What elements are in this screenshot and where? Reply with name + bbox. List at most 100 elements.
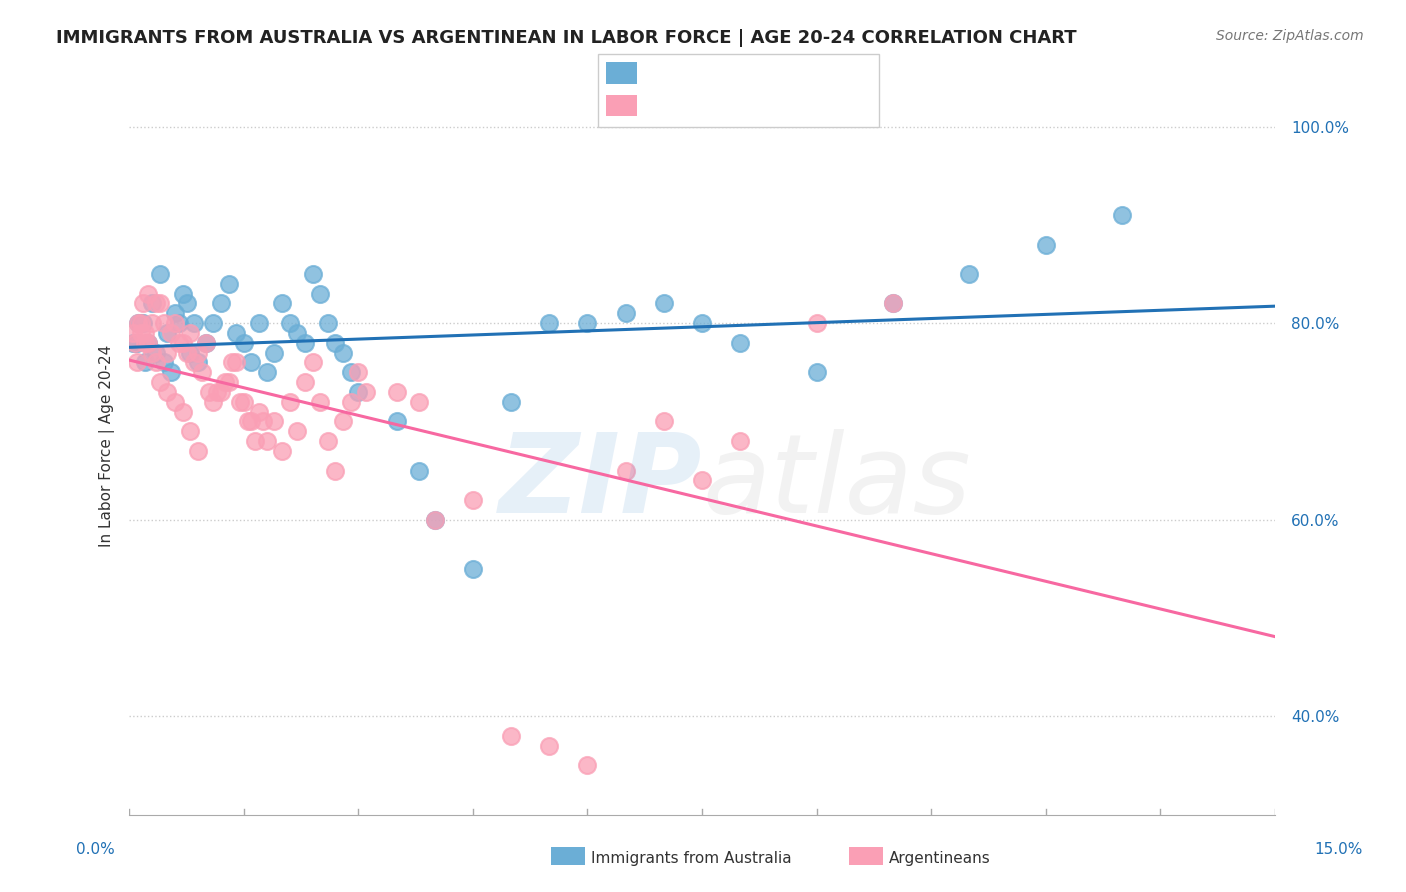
Point bbox=[806, 365, 828, 379]
Point bbox=[256, 365, 278, 379]
Point bbox=[325, 464, 347, 478]
Point bbox=[145, 296, 167, 310]
Point bbox=[271, 296, 294, 310]
Point bbox=[125, 335, 148, 350]
Point bbox=[194, 335, 217, 350]
Point bbox=[127, 316, 149, 330]
Point bbox=[240, 355, 263, 369]
Text: N =: N = bbox=[747, 96, 783, 114]
Point bbox=[354, 384, 377, 399]
Point bbox=[309, 394, 332, 409]
Point bbox=[183, 355, 205, 369]
Point bbox=[165, 306, 187, 320]
Point bbox=[187, 345, 209, 359]
Point bbox=[202, 316, 225, 330]
Point bbox=[122, 326, 145, 340]
Text: Argentineans: Argentineans bbox=[889, 851, 990, 865]
Point bbox=[160, 365, 183, 379]
Point bbox=[423, 513, 446, 527]
Point bbox=[129, 316, 152, 330]
Point bbox=[129, 316, 152, 330]
Point bbox=[172, 335, 194, 350]
Point bbox=[278, 316, 301, 330]
Point bbox=[728, 335, 751, 350]
Point bbox=[614, 306, 637, 320]
Point bbox=[232, 335, 254, 350]
Point bbox=[125, 355, 148, 369]
Point bbox=[176, 345, 198, 359]
Point bbox=[339, 365, 361, 379]
Point bbox=[221, 355, 243, 369]
Point bbox=[156, 384, 179, 399]
Point bbox=[156, 326, 179, 340]
Point bbox=[132, 296, 155, 310]
Point bbox=[167, 316, 190, 330]
Point bbox=[294, 375, 316, 389]
Point bbox=[263, 345, 285, 359]
Point bbox=[179, 326, 201, 340]
Point bbox=[385, 414, 408, 428]
Point bbox=[194, 335, 217, 350]
Point bbox=[652, 414, 675, 428]
Text: Source: ZipAtlas.com: Source: ZipAtlas.com bbox=[1216, 29, 1364, 43]
Point bbox=[179, 424, 201, 438]
Point bbox=[145, 355, 167, 369]
Point bbox=[271, 444, 294, 458]
Point bbox=[690, 474, 713, 488]
Point bbox=[218, 277, 240, 291]
Text: 0.257: 0.257 bbox=[688, 64, 740, 82]
Point bbox=[172, 286, 194, 301]
Text: R =: R = bbox=[645, 64, 682, 82]
Point bbox=[339, 394, 361, 409]
Point bbox=[301, 355, 323, 369]
Point bbox=[176, 296, 198, 310]
Text: Immigrants from Australia: Immigrants from Australia bbox=[591, 851, 792, 865]
Point bbox=[247, 316, 270, 330]
Point bbox=[423, 513, 446, 527]
Point bbox=[256, 434, 278, 448]
Point bbox=[245, 434, 267, 448]
Point bbox=[124, 335, 146, 350]
Point bbox=[652, 296, 675, 310]
Point bbox=[882, 296, 904, 310]
Point bbox=[187, 444, 209, 458]
Point bbox=[191, 365, 214, 379]
Point bbox=[347, 365, 370, 379]
Point bbox=[332, 414, 354, 428]
Point bbox=[806, 316, 828, 330]
Point bbox=[285, 424, 308, 438]
Point bbox=[214, 375, 236, 389]
Point bbox=[1111, 208, 1133, 222]
Point bbox=[202, 394, 225, 409]
Text: atlas: atlas bbox=[702, 429, 970, 536]
Point bbox=[247, 404, 270, 418]
Point bbox=[576, 758, 599, 772]
Point bbox=[172, 404, 194, 418]
Point bbox=[957, 267, 980, 281]
Point bbox=[198, 384, 221, 399]
Point bbox=[882, 296, 904, 310]
Point bbox=[301, 267, 323, 281]
Point bbox=[149, 296, 172, 310]
Point bbox=[263, 414, 285, 428]
Text: ZIP: ZIP bbox=[499, 429, 702, 536]
Point bbox=[690, 316, 713, 330]
Point bbox=[225, 355, 247, 369]
Point bbox=[347, 384, 370, 399]
Point bbox=[316, 316, 339, 330]
Point bbox=[141, 345, 163, 359]
Point bbox=[240, 414, 263, 428]
Point bbox=[152, 316, 174, 330]
Point bbox=[122, 335, 145, 350]
Point bbox=[408, 464, 430, 478]
Point bbox=[225, 326, 247, 340]
Text: 15.0%: 15.0% bbox=[1315, 842, 1362, 856]
Point bbox=[285, 326, 308, 340]
Point bbox=[134, 326, 156, 340]
Point bbox=[183, 316, 205, 330]
Point bbox=[316, 434, 339, 448]
Text: IMMIGRANTS FROM AUSTRALIA VS ARGENTINEAN IN LABOR FORCE | AGE 20-24 CORRELATION : IMMIGRANTS FROM AUSTRALIA VS ARGENTINEAN… bbox=[56, 29, 1077, 46]
Point bbox=[1035, 237, 1057, 252]
Text: 76: 76 bbox=[782, 96, 804, 114]
Point bbox=[309, 286, 332, 301]
